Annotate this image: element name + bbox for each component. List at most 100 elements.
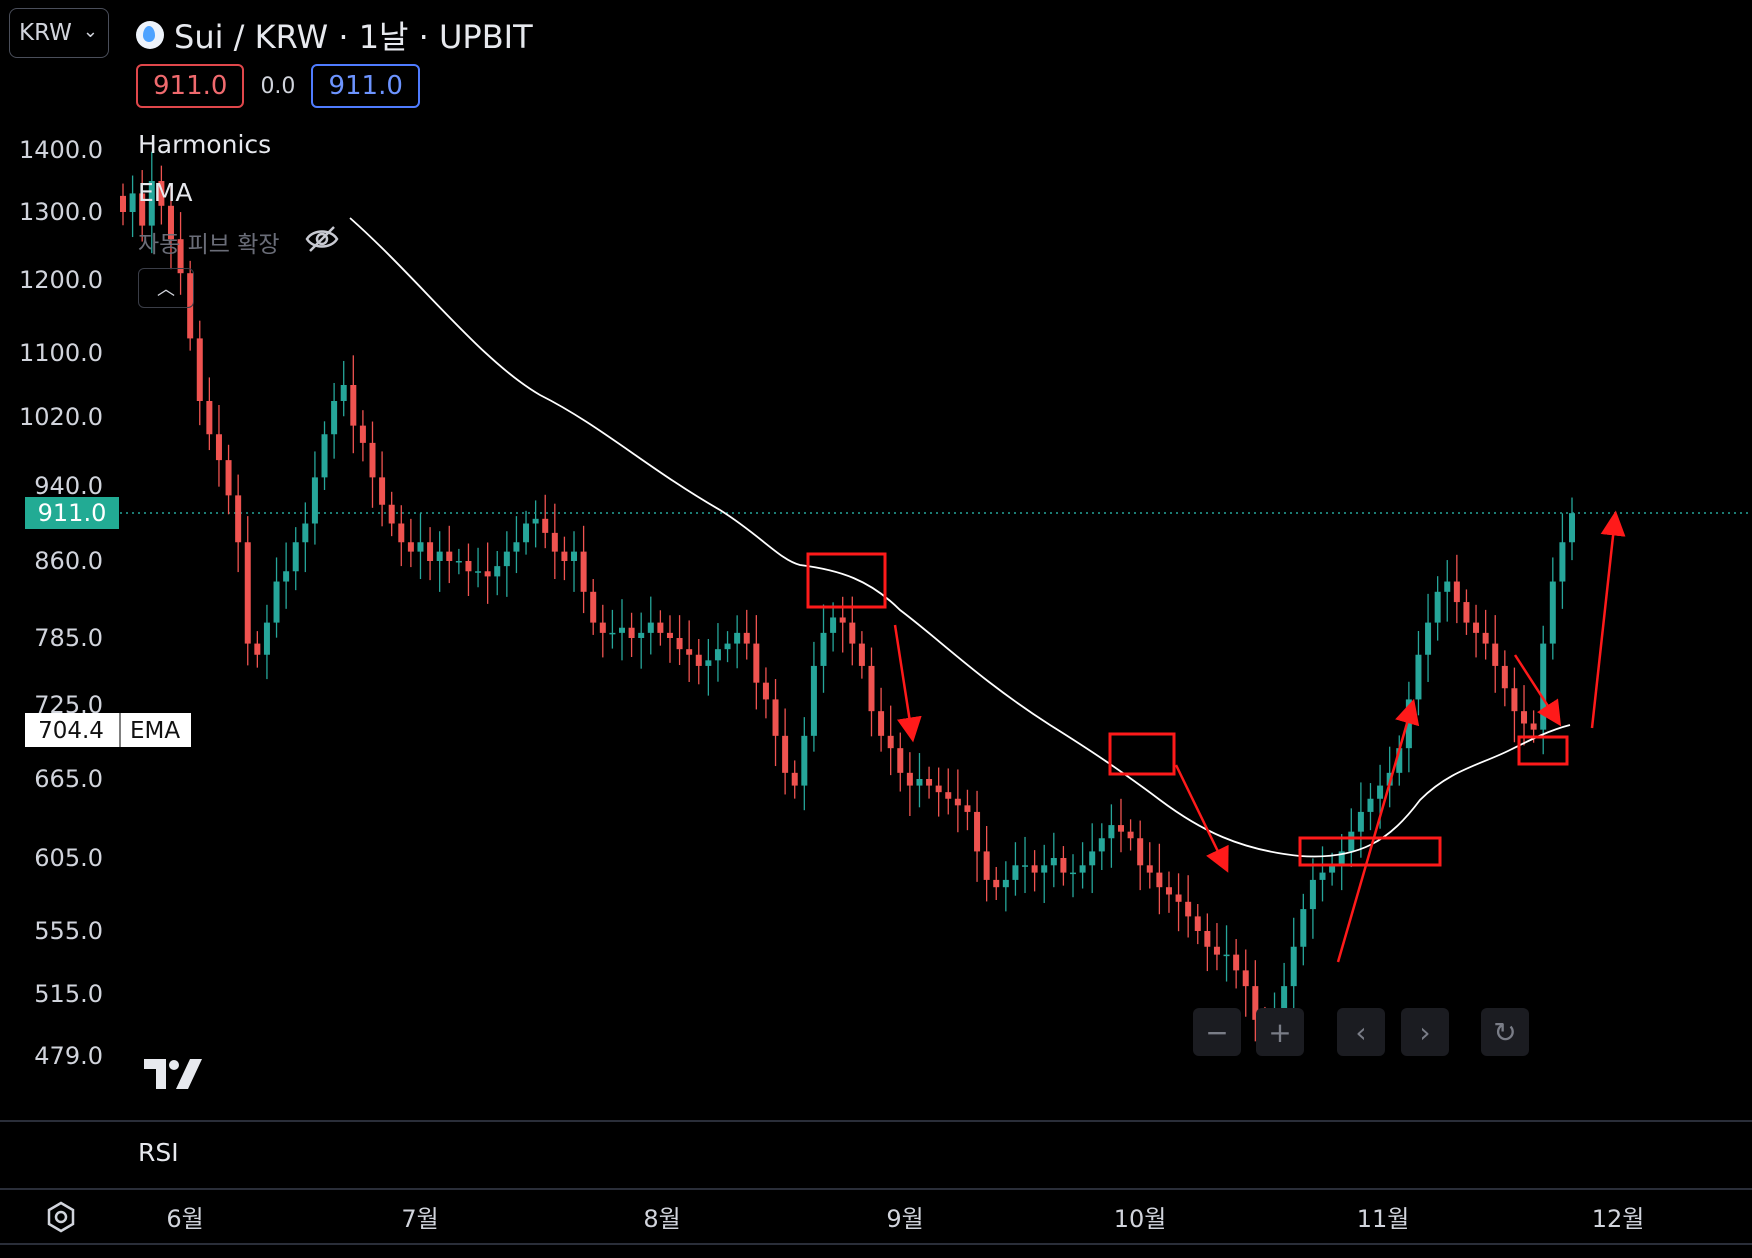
candle-body	[724, 643, 731, 650]
candle-body	[1156, 872, 1163, 888]
candle-body	[379, 477, 386, 505]
candle-body	[830, 617, 837, 633]
candle-body	[1117, 825, 1124, 832]
ema-tag-label: EMA	[130, 718, 180, 744]
symbol-title: Sui / KRW · 1날 · UPBIT	[136, 12, 533, 58]
y-axis: 1400.0 1300.0 1200.0 1100.0 1020.0 940.0 860.0…	[19, 136, 103, 1070]
candle-body	[1233, 954, 1240, 971]
candle-body	[177, 239, 184, 274]
x-tick-label: 8월	[643, 1205, 680, 1233]
y-tick-label: 665.0	[34, 765, 103, 793]
candle-body	[359, 425, 366, 443]
x-tick-label: 12월	[1592, 1205, 1645, 1233]
candle-body	[331, 401, 338, 435]
candle-body	[446, 551, 453, 561]
candle-body	[263, 622, 270, 655]
candle-body	[1357, 811, 1364, 832]
candle-body	[935, 785, 942, 793]
candle-body	[1175, 894, 1182, 902]
candle-body	[561, 551, 568, 561]
indicator-harmonics[interactable]: Harmonics	[138, 130, 272, 159]
scroll-left-button[interactable]: ‹	[1337, 1008, 1385, 1056]
candle-body	[676, 638, 683, 650]
candle-body	[206, 401, 213, 435]
candle-body	[292, 542, 299, 572]
candle-body	[1453, 581, 1460, 603]
x-axis: 6월 7월 8월 9월 10월 11월 12월	[166, 1205, 1644, 1233]
candle-body	[494, 566, 501, 577]
candle-body	[590, 591, 597, 623]
candle-body	[1367, 798, 1374, 812]
candle-body	[484, 571, 491, 577]
annotation-box-2	[1108, 732, 1176, 776]
candle-body	[542, 518, 549, 533]
candle-body	[1463, 602, 1470, 623]
candle-body	[609, 632, 616, 635]
candle-body	[1482, 632, 1489, 644]
candle-body	[148, 181, 155, 226]
candle-body	[1530, 723, 1537, 730]
candle-body	[283, 571, 290, 582]
plus-icon: +	[1268, 1015, 1292, 1049]
bid-ask-row: 911.0 0.0 911.0	[136, 64, 420, 108]
candle-body	[167, 205, 174, 240]
y-tick-label: 940.0	[34, 472, 103, 500]
candle-body	[1041, 865, 1048, 873]
candle-body	[695, 654, 702, 666]
candle-body	[945, 792, 952, 799]
candle-body	[1022, 865, 1029, 867]
candle-body	[1204, 931, 1211, 947]
y-tick-label: 1020.0	[19, 403, 103, 431]
annotation-box-3	[1298, 836, 1442, 867]
rsi-pane-label[interactable]: RSI	[138, 1138, 179, 1167]
candle-body	[753, 643, 760, 683]
settings-icon[interactable]	[44, 1200, 78, 1234]
candle-body	[1309, 879, 1316, 910]
zoom-out-button[interactable]: −	[1193, 1008, 1241, 1056]
candle-body	[1242, 970, 1249, 987]
candle-body	[427, 542, 434, 561]
candle-body	[686, 649, 693, 655]
candle-body	[887, 735, 894, 749]
buy-price-button[interactable]: 911.0	[311, 64, 420, 108]
candle-body	[1348, 831, 1355, 852]
candle-body	[714, 649, 721, 661]
reset-chart-button[interactable]: ↻	[1481, 1008, 1529, 1056]
scroll-right-button[interactable]: ›	[1401, 1008, 1449, 1056]
candle-body	[762, 682, 769, 700]
candle-body	[1012, 865, 1019, 880]
chevron-up-icon: ︿	[157, 279, 175, 300]
candle-body	[1492, 643, 1499, 666]
candle-body	[513, 542, 520, 552]
candle-body	[954, 798, 961, 806]
collapse-legend-button[interactable]: ︿	[138, 268, 194, 308]
candle-body	[235, 495, 242, 543]
candle-body	[398, 523, 405, 543]
candle-body	[1540, 643, 1547, 730]
zoom-in-button[interactable]: +	[1256, 1008, 1304, 1056]
eye-off-icon[interactable]	[304, 224, 340, 254]
candle-body	[1434, 591, 1441, 623]
candle-body	[1194, 916, 1201, 931]
candle-body	[1396, 748, 1403, 773]
candle-body	[897, 748, 904, 773]
annotation-arrow-2	[1174, 764, 1229, 873]
indicator-ema[interactable]: EMA	[138, 178, 193, 207]
currency-select[interactable]: KRW ⌄	[9, 8, 109, 58]
annotation-box-4	[1517, 735, 1569, 766]
candle-body	[1165, 887, 1172, 895]
candle-body	[1137, 838, 1144, 866]
sell-price-button[interactable]: 911.0	[136, 64, 245, 108]
candle-body	[158, 181, 165, 206]
candle-body	[340, 385, 347, 401]
annotation-box-1	[806, 552, 887, 609]
symbol-title-text: Sui / KRW · 1날 · UPBIT	[174, 18, 533, 56]
candle-body	[1290, 946, 1297, 987]
y-tick-label: 605.0	[34, 844, 103, 872]
candle-body	[1089, 851, 1096, 866]
candle-body	[302, 523, 309, 543]
candle-body	[215, 434, 222, 461]
indicator-auto-pivot[interactable]: 자동 피브 확장	[138, 232, 280, 258]
candle-body	[369, 442, 376, 478]
